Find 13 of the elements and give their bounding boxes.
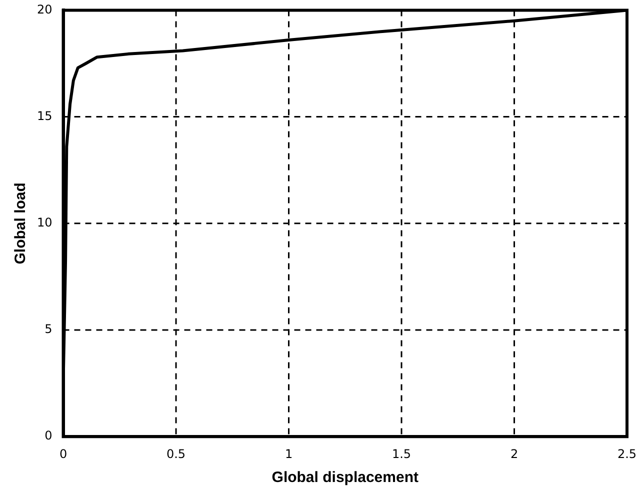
y-tick-label: 5 xyxy=(44,322,52,336)
x-tick-label: 1.5 xyxy=(392,446,412,461)
y-axis-title: Global load xyxy=(12,182,30,264)
x-tick-label: 2.5 xyxy=(617,446,637,461)
y-tick-label: 0 xyxy=(44,428,52,443)
x-tick-label: 0.5 xyxy=(166,446,186,461)
x-axis-title: Global displacement xyxy=(272,469,418,486)
x-tick-label: 2 xyxy=(510,446,518,461)
y-tick-label: 10 xyxy=(36,216,52,230)
x-tick-label: 0 xyxy=(59,446,68,461)
y-tick-label: 20 xyxy=(36,2,52,16)
x-tick-label: 1 xyxy=(284,446,293,461)
y-tick-label: 15 xyxy=(36,108,52,123)
